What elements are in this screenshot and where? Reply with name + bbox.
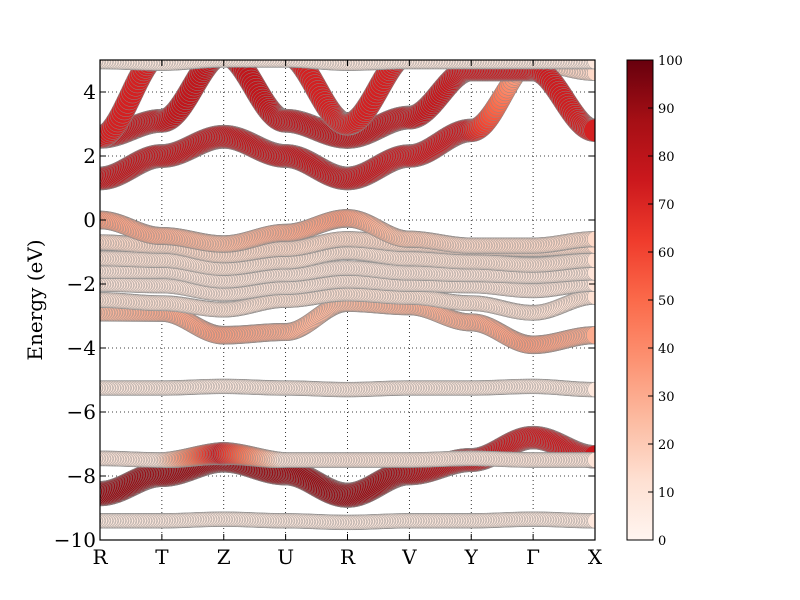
band-series [100, 294, 595, 355]
colorbar-tick-label: 50 [658, 294, 675, 309]
band-series [100, 244, 595, 276]
y-tick-label: −10 [54, 528, 96, 552]
band-point [587, 288, 595, 305]
y-tick-label: −2 [67, 272, 96, 296]
x-tick-label: X [588, 545, 603, 569]
band-point [587, 513, 595, 529]
y-tick-label: 4 [83, 80, 96, 104]
colorbar-tick-label: 40 [658, 342, 675, 357]
x-tick-label: R [340, 545, 356, 569]
colorbar-tick-label: 80 [658, 150, 675, 165]
x-tick-label: Z [217, 545, 231, 569]
y-tick-label: 2 [83, 144, 96, 168]
y-tick-label: −8 [67, 464, 96, 488]
band-series [100, 511, 595, 531]
colorbar-tick-label: 60 [658, 246, 675, 261]
colorbar-tick-label: 10 [658, 486, 675, 501]
bands-layer [100, 60, 595, 531]
y-axis-label: Energy (eV) [23, 239, 47, 360]
band-point [587, 264, 595, 281]
colorbar-tick-label: 30 [658, 390, 675, 405]
x-tick-label: T [155, 545, 169, 569]
band-series [100, 209, 595, 254]
colorbar-tick-label: 20 [658, 438, 675, 453]
band-series [100, 285, 595, 321]
band-point [587, 452, 595, 468]
colorbar-tick-label: 100 [658, 54, 683, 69]
x-tick-label: V [401, 545, 417, 569]
x-tick-label: U [277, 545, 294, 569]
band-point [585, 326, 595, 345]
y-tick-label: −6 [67, 400, 96, 424]
x-tick-label: Γ [526, 545, 540, 569]
x-tick-label: Y [464, 545, 479, 569]
band-point [587, 252, 595, 268]
band-series [100, 378, 595, 398]
colorbar-tick-label: 70 [658, 198, 675, 213]
y-tick-label: −4 [67, 336, 96, 360]
y-tick-label: 0 [83, 208, 96, 232]
band-series [100, 441, 595, 469]
colorbar-tick-label: 90 [658, 102, 675, 117]
band-point [587, 381, 595, 398]
colorbar-tick-label: 0 [658, 534, 666, 549]
